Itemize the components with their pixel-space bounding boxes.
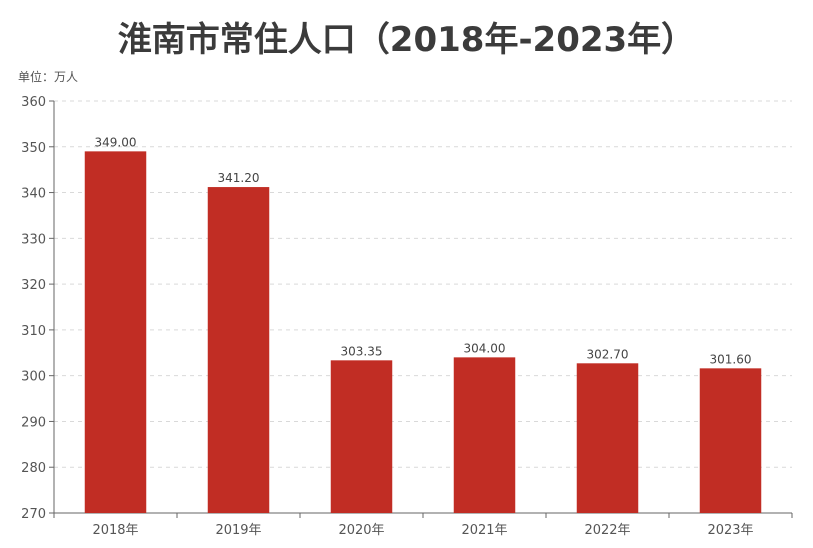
bar-value-label: 341.20 <box>218 171 260 185</box>
bar <box>576 363 639 513</box>
x-tick-label: 2021年 <box>461 523 507 538</box>
bar-value-label: 349.00 <box>95 135 137 149</box>
x-tick-label: 2019年 <box>215 523 261 538</box>
bar <box>330 360 393 513</box>
y-tick-label: 270 <box>21 507 46 522</box>
chart-title: 淮南市常住人口（2018年-2023年） <box>117 20 696 60</box>
x-tick-label: 2018年 <box>92 523 138 538</box>
bar <box>84 151 147 513</box>
y-tick-label: 290 <box>21 415 46 430</box>
y-tick-label: 280 <box>21 461 46 476</box>
y-tick-label: 300 <box>21 370 46 385</box>
y-tick-label: 350 <box>21 141 46 156</box>
bar <box>207 187 270 513</box>
bar-value-label: 302.70 <box>587 347 629 361</box>
y-tick-label: 310 <box>21 324 46 339</box>
bar-value-label: 303.35 <box>341 344 383 358</box>
x-tick-label: 2020年 <box>338 523 384 538</box>
unit-label: 单位：万人 <box>18 70 79 84</box>
bar <box>699 368 762 513</box>
x-tick-label: 2023年 <box>707 523 753 538</box>
x-tick-label: 2022年 <box>584 523 630 538</box>
bar-value-label: 304.00 <box>464 341 506 355</box>
y-tick-label: 330 <box>21 232 46 247</box>
bar <box>453 357 516 513</box>
y-tick-label: 320 <box>21 278 46 293</box>
bar-value-label: 301.60 <box>710 352 752 366</box>
y-tick-label: 360 <box>21 95 46 110</box>
y-tick-label: 340 <box>21 187 46 202</box>
